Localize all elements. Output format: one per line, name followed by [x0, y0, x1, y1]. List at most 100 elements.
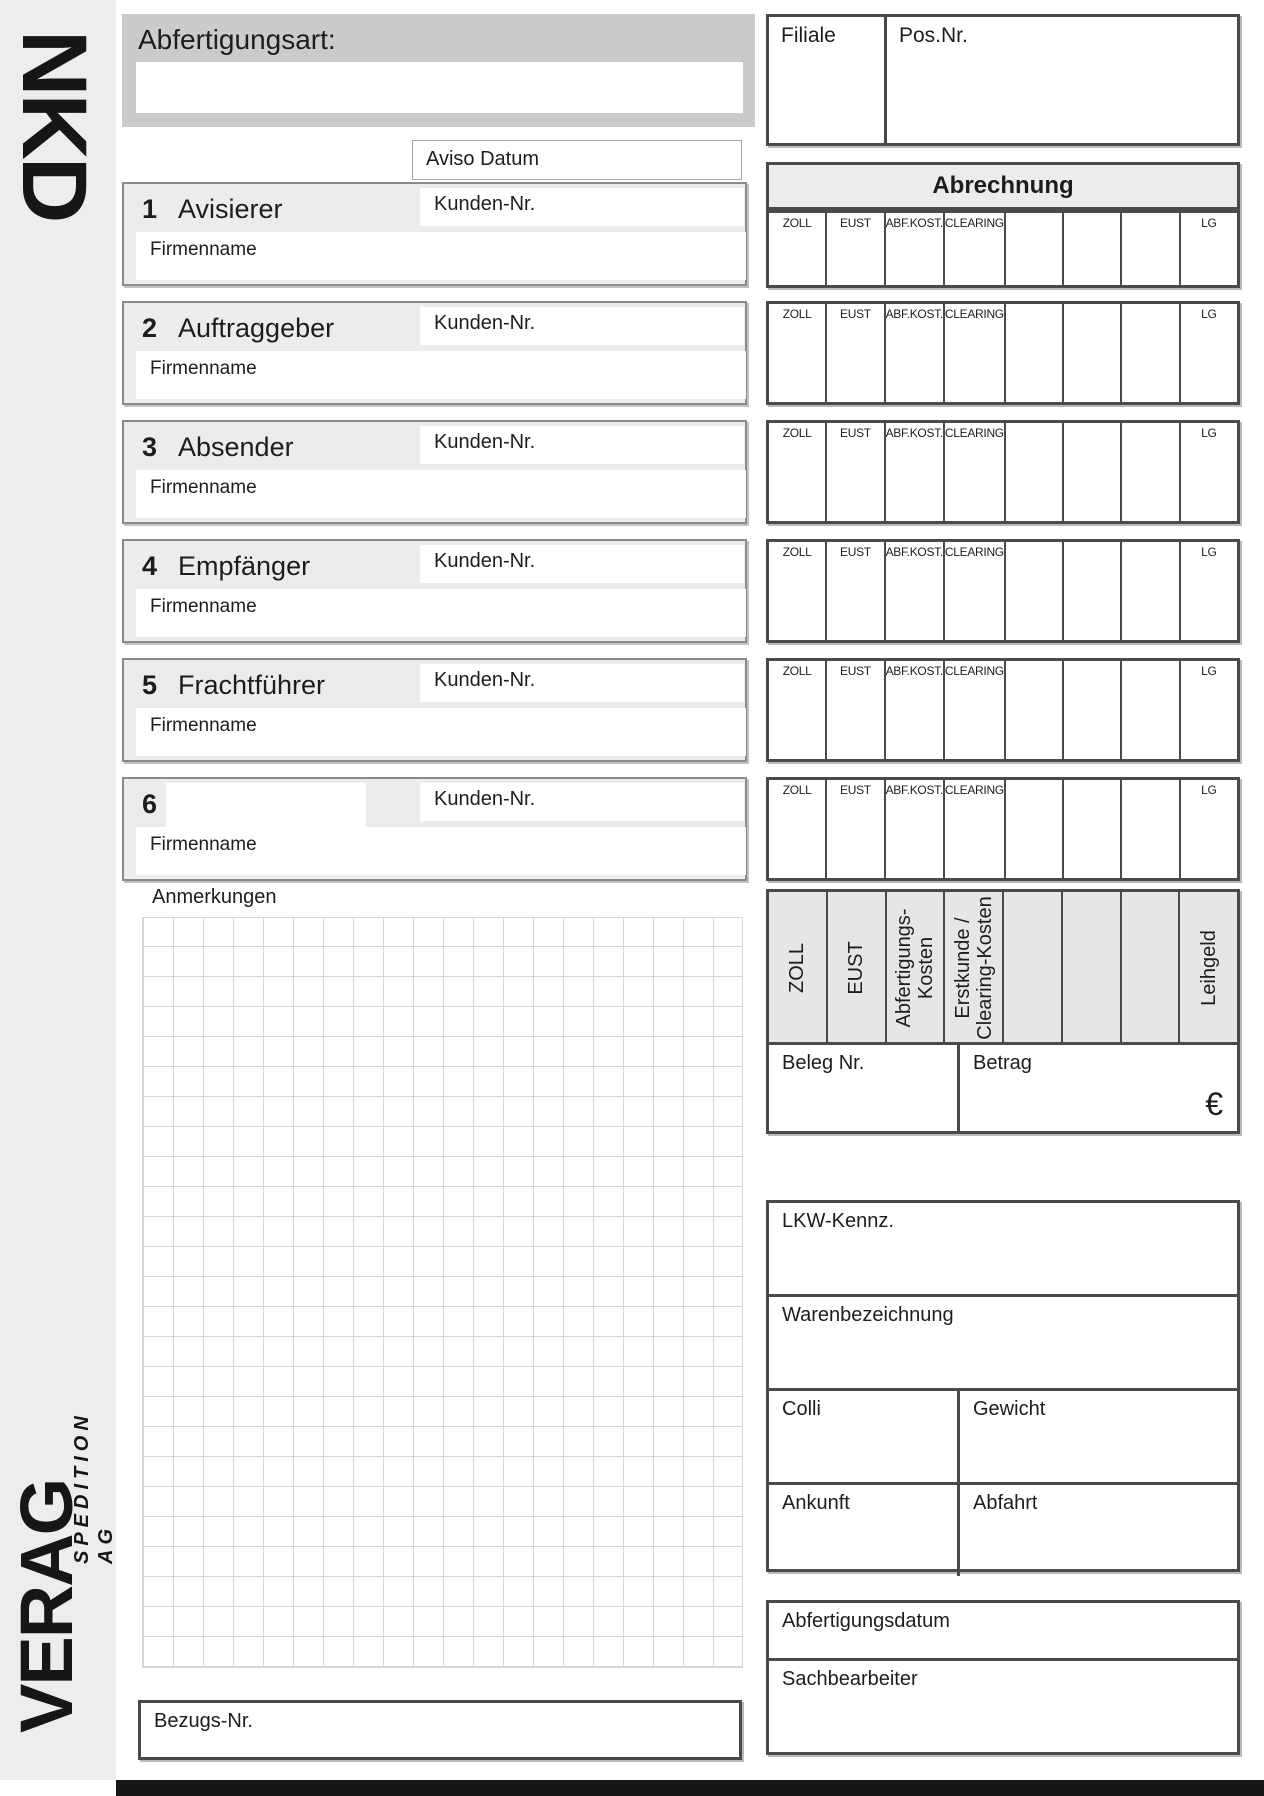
abrechnung-cell-clearing[interactable]: CLEARING	[942, 542, 1004, 640]
abrechnung-cell-abfkost[interactable]: ABF.KOST.	[883, 304, 943, 402]
abrechnung-cell-blank[interactable]	[1003, 661, 1062, 759]
colli-field[interactable]: Colli	[769, 1391, 960, 1482]
abrechnung-cell-blank[interactable]	[1062, 304, 1120, 402]
section-empfaenger: 4 Empfänger Kunden-Nr. Firmenname	[122, 539, 747, 643]
abrechnung-cell-blank[interactable]	[1062, 423, 1120, 521]
abrechnung-cell-zoll[interactable]: ZOLL	[769, 661, 825, 759]
lkw-kennz-field[interactable]: LKW-Kennz.	[769, 1203, 1237, 1294]
abrechnung-cell-eust[interactable]: EUST	[825, 304, 883, 402]
kunden-nr-input[interactable]: Kunden-Nr.	[420, 783, 744, 821]
abrechnung-cell-clearing[interactable]: CLEARING	[942, 304, 1004, 402]
abrechnung-cell-blank[interactable]	[1003, 304, 1062, 402]
abrechnung-cell-blank[interactable]	[1003, 542, 1062, 640]
section-role-input[interactable]	[166, 783, 366, 827]
abrechnung-cell-eust[interactable]: EUST	[825, 780, 883, 878]
abrechnung-cell-lg[interactable]: LG	[1178, 661, 1237, 759]
anmerkungen-grid[interactable]	[142, 917, 743, 1668]
abrechnung-cell-blank[interactable]	[1120, 213, 1178, 285]
abfertigungsart-block: Abfertigungsart:	[122, 14, 755, 127]
kunden-nr-input[interactable]: Kunden-Nr.	[420, 426, 744, 464]
filiale-field[interactable]: Filiale	[769, 17, 887, 143]
abrechnung-row-4: ZOLL EUST ABF.KOST. CLEARING LG	[766, 539, 1240, 643]
abrechnung-cell-zoll[interactable]: ZOLL	[769, 304, 825, 402]
col-header-clearing: CLEARING	[944, 216, 1004, 230]
abrechnung-cell-blank[interactable]	[1062, 780, 1120, 878]
abrechnung-cell-blank[interactable]	[1062, 542, 1120, 640]
abrechnung-cell-clearing[interactable]: CLEARING	[942, 661, 1004, 759]
section-number: 5	[142, 670, 158, 700]
abrechnung-cell-eust[interactable]: EUST	[825, 423, 883, 521]
abrechnung-cell-abfkost[interactable]: ABF.KOST.	[883, 542, 943, 640]
abrechnung-cell-blank[interactable]	[1003, 213, 1062, 285]
abrechnung-cell-zoll[interactable]: ZOLL	[769, 542, 825, 640]
abrechnung-cell-eust[interactable]: EUST	[825, 213, 883, 285]
abfertigungsart-input[interactable]	[136, 62, 743, 113]
abrechnung-cell-blank[interactable]	[1062, 661, 1120, 759]
abrechnung-cell-blank[interactable]	[1120, 661, 1178, 759]
abrechnung-cell-blank[interactable]	[1062, 213, 1120, 285]
abrechnung-cell-eust[interactable]: EUST	[825, 661, 883, 759]
abrechnung-cell-lg[interactable]: LG	[1178, 542, 1237, 640]
abrechnung-cell-lg[interactable]: LG	[1178, 423, 1237, 521]
col-header-clearing: CLEARING	[944, 307, 1004, 321]
abrechnung-cell-lg[interactable]: LG	[1178, 304, 1237, 402]
anmerkungen-label: Anmerkungen	[152, 886, 277, 908]
summary-label-clearingkosten: Erstkunde / Clearing-Kosten	[951, 895, 996, 1040]
abfertigungsdatum-field[interactable]: Abfertigungsdatum	[769, 1603, 1237, 1661]
abrechnung-row-3: ZOLL EUST ABF.KOST. CLEARING LG	[766, 420, 1240, 524]
summary-label-zoll: ZOLL	[786, 942, 809, 993]
abrechnung-cell-blank[interactable]	[1120, 780, 1178, 878]
firmenname-input[interactable]: Firmenname	[136, 232, 746, 280]
abrechnung-cell-zoll[interactable]: ZOLL	[769, 213, 825, 285]
col-header-zoll: ZOLL	[782, 664, 812, 678]
abrechnung-cell-clearing[interactable]: CLEARING	[942, 213, 1004, 285]
kunden-nr-input[interactable]: Kunden-Nr.	[420, 307, 744, 345]
abrechnung-cell-blank[interactable]	[1120, 304, 1178, 402]
firmenname-input[interactable]: Firmenname	[136, 470, 746, 518]
betrag-label: Betrag	[973, 1052, 1032, 1074]
col-header-lg: LG	[1201, 783, 1217, 797]
aviso-datum-label: Aviso Datum	[426, 148, 540, 170]
abrechnung-cell-blank[interactable]	[1120, 423, 1178, 521]
abrechnung-cell-eust[interactable]: EUST	[825, 542, 883, 640]
kunden-nr-label: Kunden-Nr.	[434, 193, 536, 215]
kunden-nr-label: Kunden-Nr.	[434, 669, 536, 691]
pos-nr-field[interactable]: Pos.Nr.	[887, 17, 1237, 143]
section-frachtfuehrer: 5 Frachtführer Kunden-Nr. Firmenname	[122, 658, 747, 762]
abrechnung-cell-lg[interactable]: LG	[1178, 780, 1237, 878]
gewicht-field[interactable]: Gewicht	[960, 1391, 1237, 1482]
abrechnung-cell-abfkost[interactable]: ABF.KOST.	[883, 661, 943, 759]
firmenname-input[interactable]: Firmenname	[136, 351, 746, 399]
abrechnung-cell-abfkost[interactable]: ABF.KOST.	[883, 213, 943, 285]
kunden-nr-input[interactable]: Kunden-Nr.	[420, 545, 744, 583]
abrechnung-cell-blank[interactable]	[1003, 423, 1062, 521]
firmenname-input[interactable]: Firmenname	[136, 589, 746, 637]
kunden-nr-input[interactable]: Kunden-Nr.	[420, 188, 744, 226]
bezugs-nr-field[interactable]: Bezugs-Nr.	[138, 1700, 742, 1760]
abrechnung-cell-abfkost[interactable]: ABF.KOST.	[883, 780, 943, 878]
col-header-lg: LG	[1201, 545, 1217, 559]
abrechnung-cell-lg[interactable]: LG	[1178, 213, 1237, 285]
firmenname-input[interactable]: Firmenname	[136, 708, 746, 756]
ankunft-field[interactable]: Ankunft	[769, 1485, 960, 1576]
betrag-field[interactable]: Betrag €	[960, 1045, 1237, 1131]
abrechnung-cell-clearing[interactable]: CLEARING	[942, 780, 1004, 878]
abrechnung-cell-blank[interactable]	[1120, 542, 1178, 640]
abrechnung-cell-blank[interactable]	[1003, 780, 1062, 878]
abfahrt-field[interactable]: Abfahrt	[960, 1485, 1237, 1576]
kunden-nr-label: Kunden-Nr.	[434, 312, 536, 334]
abrechnung-cell-zoll[interactable]: ZOLL	[769, 423, 825, 521]
abrechnung-cell-clearing[interactable]: CLEARING	[942, 423, 1004, 521]
section-number: 2	[142, 313, 158, 343]
kunden-nr-input[interactable]: Kunden-Nr.	[420, 664, 744, 702]
abrechnung-cell-zoll[interactable]: ZOLL	[769, 780, 825, 878]
col-header-lg: LG	[1201, 216, 1217, 230]
firmenname-input[interactable]: Firmenname	[136, 827, 746, 875]
warenbezeichnung-field[interactable]: Warenbezeichnung	[769, 1294, 1237, 1388]
sachbearbeiter-field[interactable]: Sachbearbeiter	[769, 1661, 1237, 1691]
section-avisierer: 1 Avisierer Kunden-Nr. Firmenname	[122, 182, 747, 286]
aviso-datum-field[interactable]: Aviso Datum	[412, 140, 742, 180]
beleg-nr-field[interactable]: Beleg Nr.	[769, 1045, 960, 1131]
abrechnung-cell-abfkost[interactable]: ABF.KOST.	[883, 423, 943, 521]
